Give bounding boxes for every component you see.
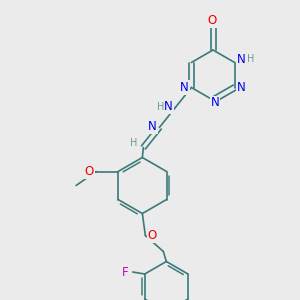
Text: F: F bbox=[122, 266, 128, 278]
Text: O: O bbox=[207, 14, 217, 28]
Text: H: H bbox=[130, 137, 137, 148]
Text: O: O bbox=[148, 229, 157, 242]
Text: H: H bbox=[247, 55, 254, 64]
Text: N: N bbox=[237, 53, 246, 66]
Text: H: H bbox=[157, 101, 164, 112]
Text: O: O bbox=[85, 165, 94, 178]
Text: N: N bbox=[211, 97, 219, 110]
Text: N: N bbox=[237, 81, 246, 94]
Text: N: N bbox=[180, 81, 189, 94]
Text: N: N bbox=[148, 120, 157, 133]
Text: N: N bbox=[164, 100, 173, 113]
